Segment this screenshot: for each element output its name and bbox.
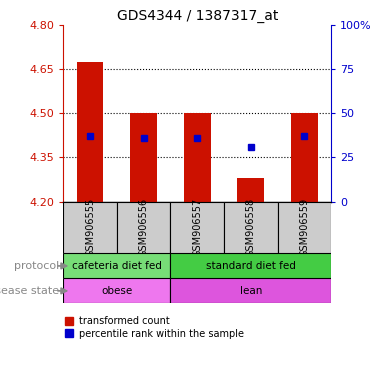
Text: GSM906558: GSM906558	[246, 198, 256, 257]
Text: GSM906556: GSM906556	[139, 198, 149, 257]
Bar	[77, 62, 103, 202]
Bar	[291, 113, 318, 202]
Bar	[130, 113, 157, 202]
Text: protocol: protocol	[14, 261, 59, 271]
Title: GDS4344 / 1387317_at: GDS4344 / 1387317_at	[116, 8, 278, 23]
Bar	[170, 253, 331, 278]
Bar	[184, 113, 211, 202]
Bar	[63, 202, 117, 253]
Bar	[170, 278, 331, 303]
Text: cafeteria diet fed: cafeteria diet fed	[72, 261, 162, 271]
Text: GSM906559: GSM906559	[300, 198, 309, 257]
Bar	[170, 202, 224, 253]
Text: disease state: disease state	[0, 286, 59, 296]
Bar	[278, 202, 331, 253]
Text: obese: obese	[101, 286, 133, 296]
Bar	[117, 202, 170, 253]
Bar	[63, 253, 170, 278]
Text: lean: lean	[240, 286, 262, 296]
Bar	[237, 178, 264, 202]
Text: GSM906557: GSM906557	[192, 198, 202, 257]
Bar	[63, 278, 170, 303]
Text: standard diet fed: standard diet fed	[206, 261, 296, 271]
Text: GSM906555: GSM906555	[85, 198, 95, 257]
Bar	[224, 202, 278, 253]
Legend: transformed count, percentile rank within the sample: transformed count, percentile rank withi…	[61, 312, 248, 343]
